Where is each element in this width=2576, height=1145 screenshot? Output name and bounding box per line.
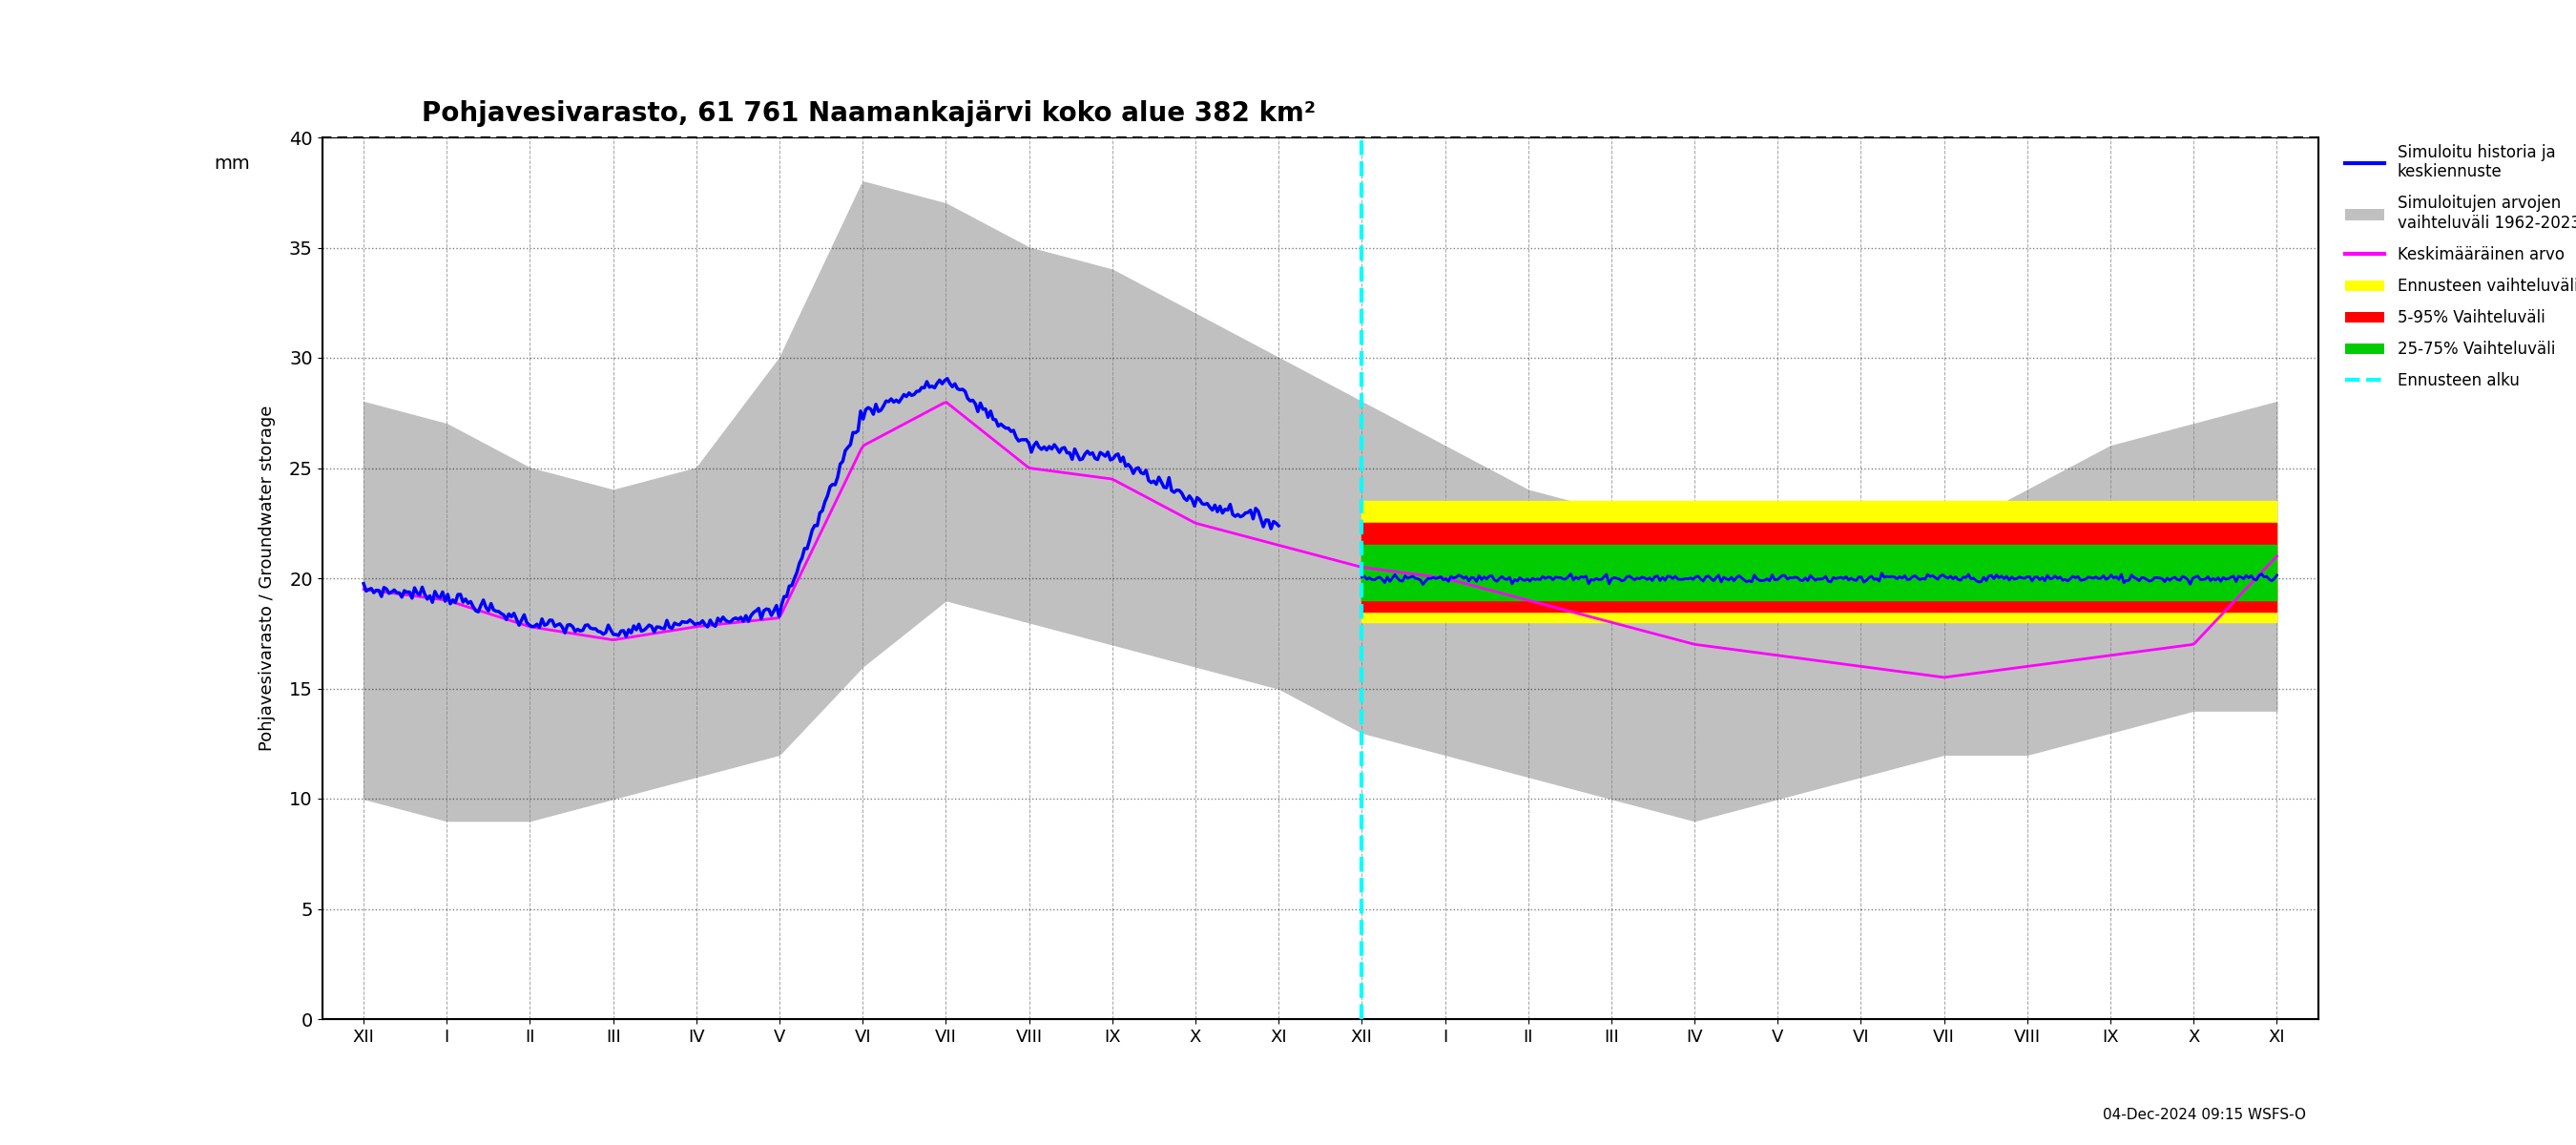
Legend: Simuloitu historia ja
keskiennuste, Simuloitujen arvojen
vaihteluväli 1962-2023,: Simuloitu historia ja keskiennuste, Simu… bbox=[2339, 137, 2576, 396]
Text: Pohjavesivarasto, 61 761 Naamankajärvi koko alue 382 km²: Pohjavesivarasto, 61 761 Naamankajärvi k… bbox=[422, 101, 1316, 127]
Text: 04-Dec-2024 09:15 WSFS-O: 04-Dec-2024 09:15 WSFS-O bbox=[2102, 1108, 2306, 1122]
Text: mm: mm bbox=[214, 155, 250, 173]
Y-axis label: Pohjavesivarasto / Groundwater storage: Pohjavesivarasto / Groundwater storage bbox=[258, 405, 276, 751]
